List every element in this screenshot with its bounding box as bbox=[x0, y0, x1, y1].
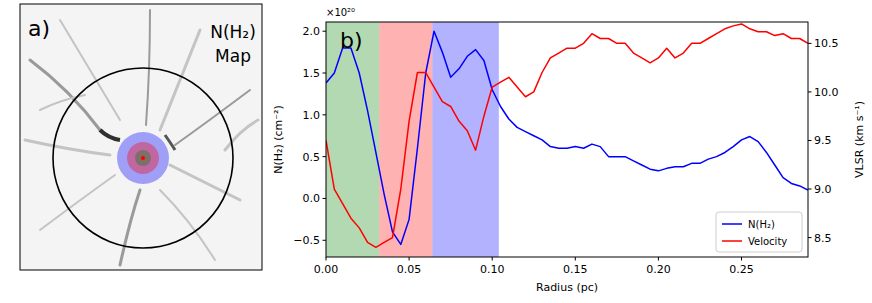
y2-axis-label: VLSR (km s⁻¹) bbox=[853, 101, 866, 178]
panel-label: a) bbox=[28, 16, 50, 41]
y-tick bbox=[323, 198, 327, 199]
legend-swatch bbox=[722, 223, 742, 225]
legend-label: N(H₂) bbox=[748, 219, 775, 230]
x-tick bbox=[326, 257, 327, 261]
region-circle bbox=[127, 142, 159, 174]
y-tick-label: 1.5 bbox=[303, 67, 321, 80]
legend-box bbox=[716, 212, 802, 252]
y2-tick bbox=[808, 43, 812, 44]
plot-frame bbox=[326, 22, 808, 257]
map-subtitle: Map bbox=[215, 46, 251, 66]
legend-label: Velocity bbox=[748, 236, 787, 247]
outer-circle bbox=[53, 68, 233, 248]
legend: N(H₂) Velocity bbox=[716, 212, 802, 252]
map-panel: a) N(H₂) Map bbox=[20, 4, 262, 270]
y-tick bbox=[323, 240, 327, 241]
y2-tick-label: 10.5 bbox=[814, 37, 839, 50]
filament bbox=[25, 140, 110, 155]
plot-area bbox=[326, 22, 808, 257]
region-circle bbox=[135, 150, 151, 166]
filament bbox=[175, 90, 250, 145]
y-tick-label: 0.0 bbox=[303, 192, 321, 205]
filament bbox=[40, 175, 115, 230]
filament bbox=[40, 95, 85, 110]
y-tick bbox=[323, 114, 327, 115]
center-point bbox=[141, 156, 145, 160]
y2-tick bbox=[808, 237, 812, 238]
region-band bbox=[326, 22, 379, 257]
x-tick bbox=[409, 257, 410, 261]
filament bbox=[100, 130, 120, 140]
y-tick bbox=[323, 31, 327, 32]
panel-label: b) bbox=[340, 28, 363, 53]
y-tick-label: 0.5 bbox=[303, 151, 321, 164]
y-tick-label: −0.5 bbox=[293, 234, 320, 247]
y2-tick bbox=[808, 189, 812, 190]
y2-tick-label: 8.5 bbox=[814, 232, 832, 245]
x-tick-label: 0.20 bbox=[646, 263, 671, 276]
y2-tick-label: 9.5 bbox=[814, 134, 832, 147]
x-tick bbox=[658, 257, 659, 261]
filament bbox=[160, 30, 200, 130]
y-tick bbox=[323, 73, 327, 74]
x-tick-label: 0.05 bbox=[397, 263, 422, 276]
region-band bbox=[432, 22, 498, 257]
x-tick bbox=[575, 257, 576, 261]
y-tick-label: 2.0 bbox=[303, 25, 321, 38]
x-tick-label: 0.25 bbox=[729, 263, 754, 276]
region-band bbox=[379, 22, 432, 257]
legend-swatch bbox=[722, 240, 742, 242]
map-title: N(H₂) bbox=[210, 22, 256, 42]
filament bbox=[60, 20, 120, 120]
x-tick-label: 0.15 bbox=[563, 263, 588, 276]
y2-tick-label: 10.0 bbox=[814, 86, 839, 99]
filament bbox=[160, 190, 215, 260]
region-circle bbox=[117, 132, 169, 184]
y-tick bbox=[323, 156, 327, 157]
x-tick-label: 0.10 bbox=[480, 263, 505, 276]
x-tick bbox=[741, 257, 742, 261]
x-axis-label: Radius (pc) bbox=[536, 281, 598, 294]
map-frame bbox=[20, 4, 262, 270]
figure: a) N(H₂) Map 0.00 0.05 0.10 0.15 0.20 0.25 −0.5 0.… bbox=[0, 0, 872, 303]
filament bbox=[120, 190, 140, 265]
y-scale-label: ×10²⁰ bbox=[326, 7, 355, 18]
y2-tick bbox=[808, 91, 812, 92]
y-tick-label: 1.0 bbox=[303, 109, 321, 122]
y2-tick-label: 9.0 bbox=[814, 183, 832, 196]
y2-tick bbox=[808, 140, 812, 141]
x-tick-label: 0.00 bbox=[314, 263, 339, 276]
y-axis-label: N(H₂) (cm⁻²) bbox=[272, 105, 285, 174]
x-tick bbox=[492, 257, 493, 261]
